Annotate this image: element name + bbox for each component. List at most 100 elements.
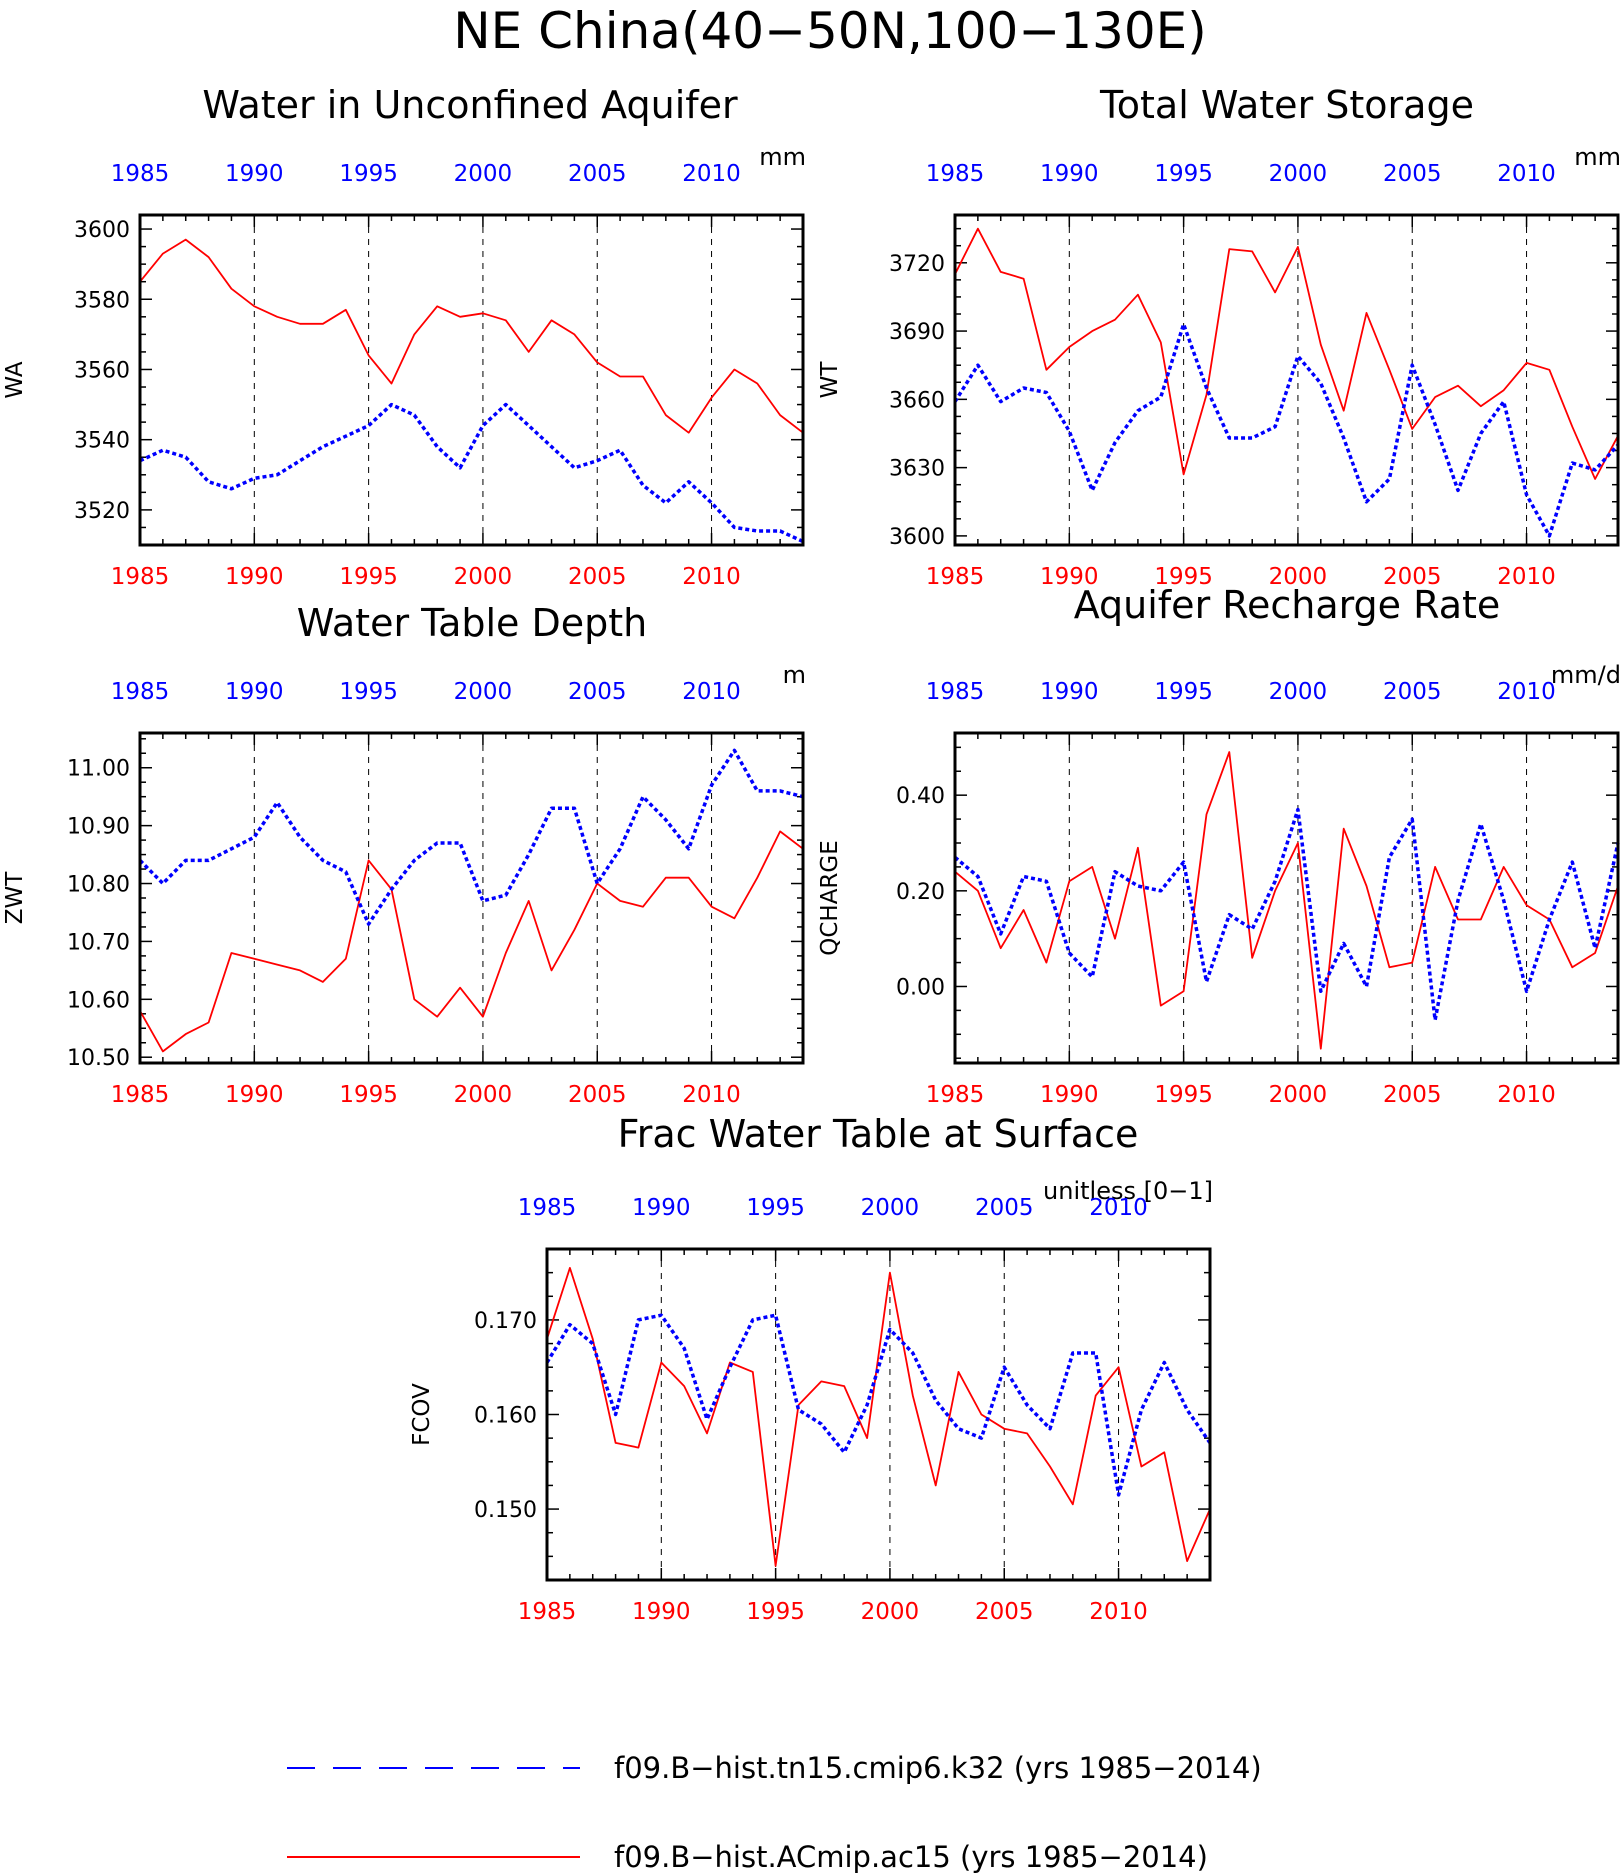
x-tick-label-bottom: 1990 [225, 1082, 284, 1108]
y-tick-label: 3690 [889, 320, 945, 345]
plot-frame [138, 213, 805, 547]
x-tick-label-top: 2000 [1269, 161, 1328, 187]
x-tick-label-top: 1985 [926, 679, 985, 705]
x-tick-label-top: 2010 [1089, 1195, 1148, 1221]
x-tick-label-top: 1990 [225, 679, 284, 705]
x-tick-label-top: 2010 [1497, 161, 1556, 187]
x-tick-label-bottom: 2010 [682, 1082, 741, 1108]
chart-panel-5: Frac Water Table at Surface unitless [0−1… [409, 1112, 1213, 1625]
plot-frame [953, 213, 1620, 547]
y-tick-label: 3720 [889, 252, 945, 277]
x-tick-label-top: 2010 [682, 679, 741, 705]
x-tick-label-bottom: 2000 [861, 1599, 920, 1625]
x-tick-label-top: 2005 [1383, 679, 1442, 705]
x-tick-label-bottom: 1995 [1154, 1082, 1213, 1108]
y-tick-label: 10.60 [67, 988, 130, 1013]
x-tick-label-bottom: 2010 [1497, 564, 1556, 590]
x-tick-label-top: 2000 [454, 161, 513, 187]
x-tick-label-bottom: 1985 [111, 564, 170, 590]
chart-title: Aquifer Recharge Rate [1074, 583, 1501, 627]
x-tick-label-top: 2000 [861, 1195, 920, 1221]
x-tick-label-top: 2005 [568, 679, 627, 705]
y-tick-label: 0.40 [896, 784, 945, 809]
legend: f09.B−hist.tn15.cmip6.k32 (yrs 1985−2014… [287, 1751, 1262, 1874]
series-line-red [139, 238, 804, 434]
chart-panel-3: Water Table Depth m ZWT 1985 1985 1990 1990 199… [2, 601, 806, 1108]
y-axis-label: WA [2, 361, 28, 398]
x-tick-label-bottom: 1990 [225, 564, 284, 590]
x-tick-label-bottom: 1985 [926, 564, 985, 590]
x-tick-label-bottom: 1985 [926, 1082, 985, 1108]
x-tick-label-top: 2005 [975, 1195, 1034, 1221]
units-label: mm [1574, 143, 1621, 171]
legend-label-2: f09.B−hist.ACmip.ac15 (yrs 1985−2014) [614, 1840, 1208, 1874]
x-tick-label-bottom: 1985 [518, 1599, 577, 1625]
plot-frame [953, 731, 1620, 1065]
y-tick-label: 3540 [74, 429, 130, 454]
x-tick-label-bottom: 2000 [454, 564, 513, 590]
chart-title: Frac Water Table at Surface [618, 1112, 1139, 1156]
y-tick-label: 0.150 [474, 1498, 537, 1523]
x-tick-label-bottom: 2010 [682, 564, 741, 590]
x-tick-label-bottom: 1990 [1040, 1082, 1099, 1108]
x-tick-label-bottom: 2005 [975, 1599, 1034, 1625]
x-tick-label-bottom: 2010 [1089, 1599, 1148, 1625]
x-tick-label-top: 1995 [339, 161, 398, 187]
series-line-blue [545, 1313, 1212, 1497]
x-tick-label-bottom: 2000 [454, 1082, 513, 1108]
y-tick-label: 3520 [74, 499, 130, 524]
chart-panel-2: Total Water Storage mm WT 1985 1985 1990 1990 1… [817, 83, 1621, 590]
y-tick-label: 3630 [889, 457, 945, 482]
x-tick-label-bottom: 2000 [1269, 564, 1328, 590]
units-label: unitless [0−1] [1043, 1177, 1213, 1205]
x-tick-label-bottom: 1995 [339, 564, 398, 590]
x-tick-label-top: 2005 [568, 161, 627, 187]
x-tick-label-top: 2000 [1269, 679, 1328, 705]
series-line-blue [953, 322, 1620, 538]
chart-title: Total Water Storage [1099, 83, 1474, 127]
series-line-blue [953, 807, 1620, 1022]
units-label: mm [759, 143, 806, 171]
plot-frame [545, 1247, 1212, 1582]
chart-panels: Water in Unconfined Aquifer mm WA 1985 1985 1… [2, 83, 1621, 1625]
units-label: m [783, 661, 806, 689]
chart-title: Water in Unconfined Aquifer [202, 83, 738, 127]
x-tick-label-bottom: 2005 [568, 1082, 627, 1108]
y-tick-label: 0.170 [474, 1309, 537, 1334]
series-line-red [139, 830, 804, 1053]
x-tick-label-bottom: 1990 [1040, 564, 1099, 590]
y-tick-label: 0.00 [896, 975, 945, 1000]
x-tick-label-top: 1990 [632, 1195, 691, 1221]
x-tick-label-top: 2010 [1497, 679, 1556, 705]
legend-label-1: f09.B−hist.tn15.cmip6.k32 (yrs 1985−2014… [614, 1751, 1262, 1785]
y-axis-label: FCOV [409, 1383, 435, 1446]
x-tick-label-bottom: 1995 [339, 1082, 398, 1108]
x-tick-label-top: 1985 [518, 1195, 577, 1221]
y-tick-label: 10.50 [67, 1046, 130, 1071]
series-line-red [954, 751, 1619, 1050]
y-tick-label: 3580 [74, 288, 130, 313]
chart-panel-1: Water in Unconfined Aquifer mm WA 1985 1985 1… [2, 83, 806, 590]
x-tick-label-top: 1985 [926, 161, 985, 187]
x-tick-label-top: 1995 [339, 679, 398, 705]
x-tick-label-top: 2005 [1383, 161, 1442, 187]
series-line-red [546, 1267, 1211, 1567]
y-tick-label: 3560 [74, 358, 130, 383]
x-tick-label-bottom: 2005 [1383, 564, 1442, 590]
chart-title: Water Table Depth [297, 601, 648, 645]
units-label: mm/d [1551, 661, 1621, 689]
y-axis-label: ZWT [2, 871, 28, 924]
y-tick-label: 3600 [889, 525, 945, 550]
x-tick-label-bottom: 2000 [1269, 1082, 1328, 1108]
y-tick-label: 3600 [74, 218, 130, 243]
y-tick-label: 10.80 [67, 873, 130, 898]
x-tick-label-bottom: 1995 [1154, 564, 1213, 590]
x-tick-label-top: 1995 [1154, 161, 1213, 187]
plot-frame [138, 731, 805, 1065]
series-line-red [954, 227, 1619, 480]
chart-panel-4: Aquifer Recharge Rate mm/d QCHARGE 1985 1985… [817, 583, 1621, 1108]
series-line-blue [138, 748, 804, 926]
x-tick-label-top: 1990 [225, 161, 284, 187]
y-tick-label: 11.00 [67, 757, 130, 782]
